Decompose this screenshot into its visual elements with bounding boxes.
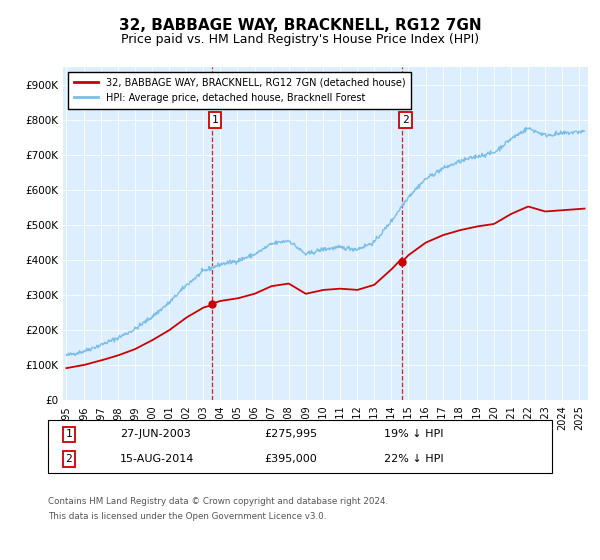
Text: Contains HM Land Registry data © Crown copyright and database right 2024.: Contains HM Land Registry data © Crown c… <box>48 497 388 506</box>
Text: 22% ↓ HPI: 22% ↓ HPI <box>384 454 443 464</box>
Text: 15-AUG-2014: 15-AUG-2014 <box>120 454 194 464</box>
Text: 1: 1 <box>65 430 73 440</box>
Legend: 32, BABBAGE WAY, BRACKNELL, RG12 7GN (detached house), HPI: Average price, detac: 32, BABBAGE WAY, BRACKNELL, RG12 7GN (de… <box>68 72 411 109</box>
Text: 32, BABBAGE WAY, BRACKNELL, RG12 7GN: 32, BABBAGE WAY, BRACKNELL, RG12 7GN <box>119 18 481 32</box>
Text: 2: 2 <box>65 454 73 464</box>
Text: £395,000: £395,000 <box>264 454 317 464</box>
Text: This data is licensed under the Open Government Licence v3.0.: This data is licensed under the Open Gov… <box>48 512 326 521</box>
Text: 19% ↓ HPI: 19% ↓ HPI <box>384 430 443 440</box>
Text: £275,995: £275,995 <box>264 430 317 440</box>
Text: Price paid vs. HM Land Registry's House Price Index (HPI): Price paid vs. HM Land Registry's House … <box>121 32 479 46</box>
Text: 1: 1 <box>212 115 218 125</box>
Text: 2: 2 <box>402 115 409 125</box>
Text: 27-JUN-2003: 27-JUN-2003 <box>120 430 191 440</box>
